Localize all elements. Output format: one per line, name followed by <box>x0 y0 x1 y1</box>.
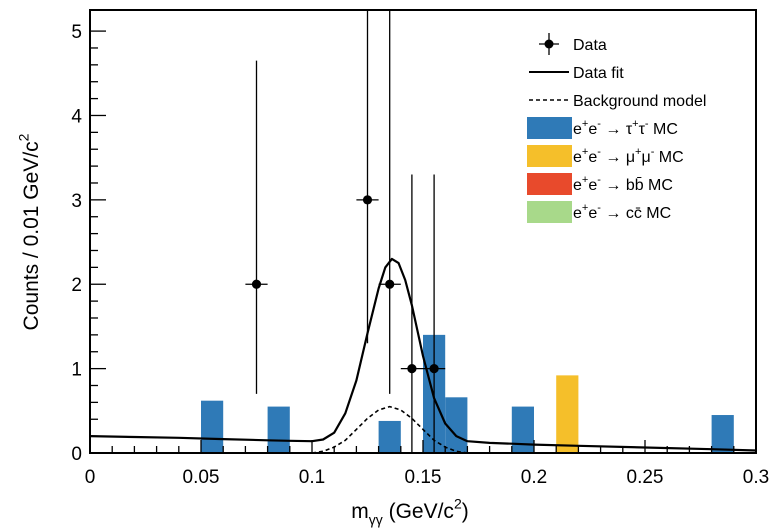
data-points <box>245 10 446 453</box>
y-tick-label: 3 <box>71 191 82 212</box>
histogram-bar <box>711 415 734 453</box>
legend-label: e+e- → τ+τ- MC <box>573 118 678 138</box>
data-point <box>385 279 395 289</box>
legend-data-marker <box>544 39 554 49</box>
histogram-bar <box>267 406 290 453</box>
data-point <box>407 364 417 374</box>
histogram-bar <box>511 406 534 453</box>
y-tick-label: 2 <box>71 275 82 296</box>
background-model-curve <box>311 405 468 454</box>
legend-label: Background model <box>573 93 706 110</box>
data-point <box>251 279 262 289</box>
x-tick-label: 0.25 <box>627 467 664 488</box>
histogram-bar <box>445 397 468 453</box>
x-tick-label: 0.05 <box>183 467 220 488</box>
legend-label: e+e- → bb̄ MC <box>573 174 673 194</box>
x-tick-label: 0.2 <box>521 467 547 488</box>
x-tick-label: 0.1 <box>299 467 325 488</box>
legend-label: Data <box>573 37 607 54</box>
legend-color-box <box>527 201 572 223</box>
y-tick-label: 0 <box>71 444 82 465</box>
data-fit-curve <box>89 257 757 452</box>
y-axis-title: Counts / 0.01 GeV/c2 <box>16 133 44 330</box>
legend: Data Data fit Background model e+e- → τ+τ- … <box>527 33 706 223</box>
x-axis-title: mγγ (GeV/c2) <box>351 496 468 528</box>
fit-curves <box>89 257 757 454</box>
data-point <box>362 195 373 205</box>
legend-color-box <box>527 173 572 195</box>
y-tick-label: 1 <box>71 360 82 381</box>
x-tick-label: 0.3 <box>743 467 769 488</box>
legend-label: e+e- → μ+μ- MC <box>573 146 684 166</box>
histogram-bars <box>201 334 734 453</box>
axes: 0 0.05 0.1 0.15 0.2 0.25 0.3 0 1 2 3 4 5 mγγ (GeV/c2)… <box>16 22 770 527</box>
legend-label: Data fit <box>573 65 624 82</box>
legend-label: e+e- → cc̄ MC <box>573 202 671 222</box>
y-tick-label: 5 <box>71 22 82 43</box>
histogram-bar <box>556 375 579 453</box>
legend-color-box <box>527 117 572 139</box>
legend-color-box <box>527 145 572 167</box>
y-tick-label: 4 <box>71 106 82 127</box>
histogram-bar <box>201 400 224 453</box>
histogram-bar <box>378 420 401 453</box>
x-tick-label: 0 <box>85 467 96 488</box>
x-tick-label: 0.15 <box>405 467 442 488</box>
data-point <box>429 364 439 374</box>
